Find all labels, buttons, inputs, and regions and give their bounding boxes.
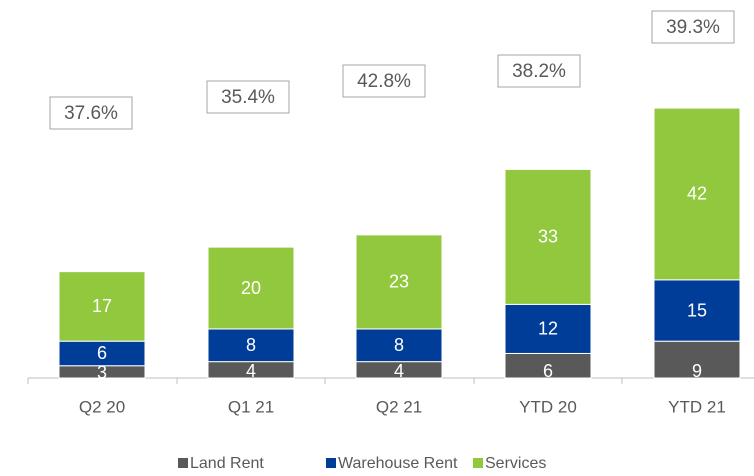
annotation: 37.6%	[64, 103, 118, 124]
x-tick-label: Q2 20	[79, 397, 125, 416]
bar-segment	[504, 352, 592, 379]
annotation: 39.3%	[666, 17, 720, 38]
legend-label: Services	[485, 455, 546, 472]
annotation-box	[342, 64, 426, 98]
annotation: 42.8%	[357, 71, 411, 92]
data-label: 20	[241, 278, 261, 298]
bar-segment	[653, 279, 741, 342]
annotation-box	[651, 10, 735, 44]
bar-segment	[504, 168, 592, 305]
data-label: 8	[394, 335, 404, 355]
data-label: 3	[97, 363, 107, 383]
data-label: 6	[543, 361, 553, 381]
x-tick-label: YTD 20	[519, 397, 577, 416]
data-label: 9	[692, 361, 702, 381]
annotation-box	[49, 96, 133, 130]
data-label: 33	[538, 227, 558, 247]
data-label: 4	[394, 361, 404, 381]
legend-label: Land Rent	[190, 455, 264, 472]
annotation: 35.4%	[221, 87, 275, 108]
annotation-box	[206, 80, 290, 114]
data-label: 4	[246, 361, 256, 381]
x-tick-label: Q2 21	[376, 397, 422, 416]
data-label: 15	[687, 300, 707, 320]
bar-segment	[58, 340, 146, 367]
bar-segment	[355, 234, 443, 330]
bar-segment	[207, 328, 295, 363]
data-label: 17	[92, 296, 112, 316]
bar-segment	[207, 246, 295, 330]
data-label: 23	[389, 272, 409, 292]
data-label: 42	[687, 184, 707, 204]
legend-swatch	[326, 458, 336, 468]
data-label: 6	[97, 343, 107, 363]
annotation: 38.2%	[512, 61, 566, 82]
bar-segment	[653, 107, 741, 281]
bar-segment	[504, 303, 592, 354]
data-label: 8	[246, 335, 256, 355]
annotation-box	[497, 54, 581, 88]
legend-swatch	[473, 458, 483, 468]
bar-segment	[58, 271, 146, 342]
data-label: 12	[538, 319, 558, 339]
bar-segment	[653, 340, 741, 379]
legend-swatch	[178, 458, 188, 468]
x-tick-label: YTD 21	[668, 397, 726, 416]
x-tick-label: Q1 21	[228, 397, 274, 416]
legend-label: Warehouse Rent	[338, 455, 458, 472]
